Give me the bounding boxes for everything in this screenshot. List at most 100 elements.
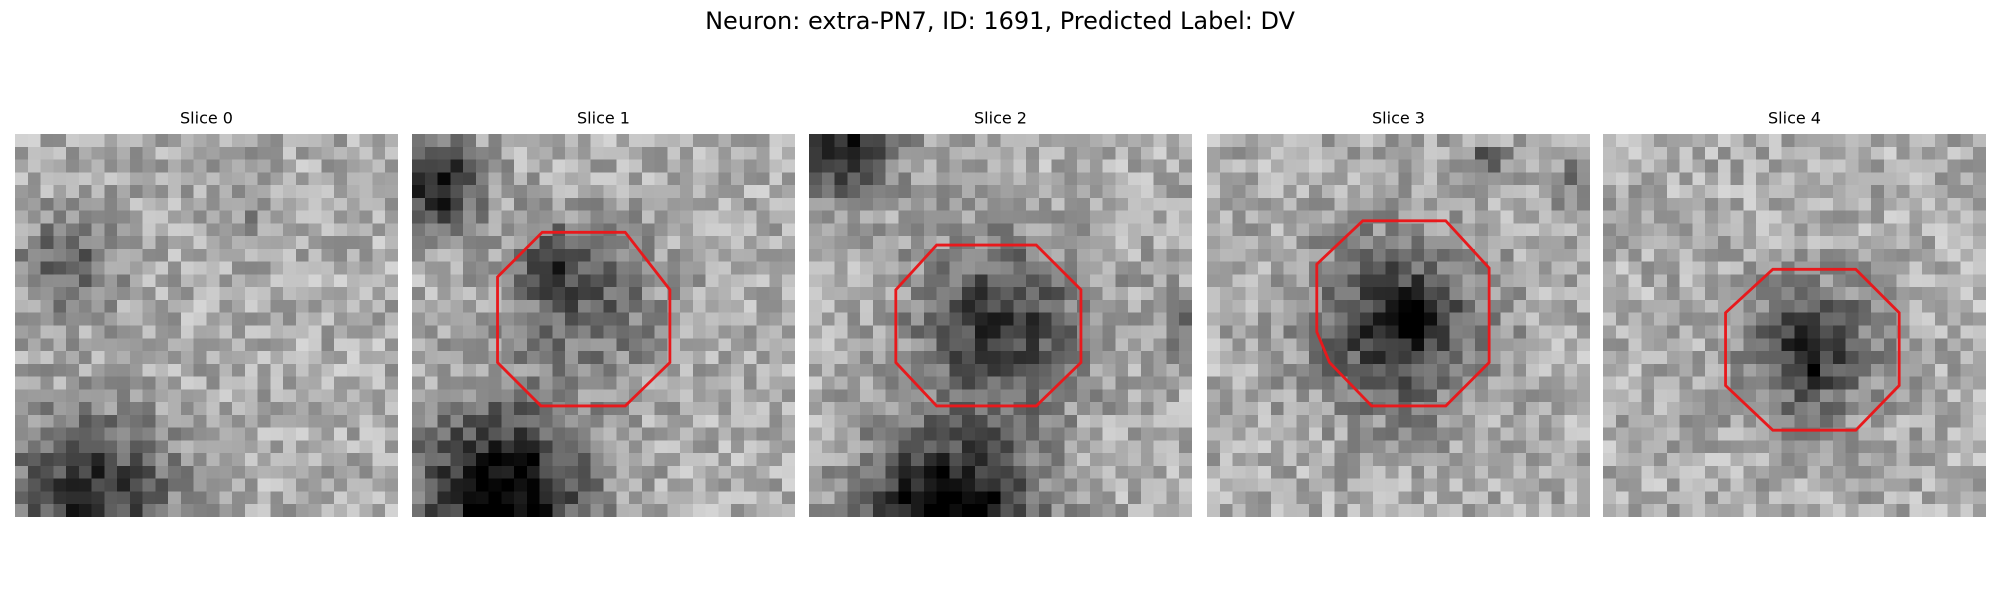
pixel — [1334, 274, 1348, 288]
pixel — [1270, 440, 1284, 454]
pixel — [987, 261, 1001, 275]
pixel — [1321, 274, 1336, 288]
pixel — [1500, 287, 1514, 301]
pixel — [654, 465, 668, 480]
pixel — [1615, 478, 1629, 492]
pixel — [463, 223, 477, 237]
pixel — [104, 134, 118, 148]
pixel — [692, 248, 707, 263]
pixel — [1283, 491, 1297, 505]
pixel — [1321, 363, 1336, 377]
pixel — [219, 325, 233, 339]
pixel — [1000, 210, 1014, 224]
pixel — [1717, 414, 1732, 429]
pixel — [1334, 453, 1348, 467]
pixel — [1768, 478, 1783, 492]
pixel — [1960, 210, 1974, 224]
pixel — [1615, 236, 1629, 250]
pixel — [1858, 338, 1872, 352]
pixel — [987, 351, 1001, 365]
pixel — [692, 453, 707, 467]
pixel — [501, 159, 515, 173]
pixel — [1436, 159, 1450, 173]
pixel — [295, 210, 310, 224]
pixel — [295, 172, 310, 186]
pixel — [501, 363, 515, 377]
pixel — [450, 402, 464, 416]
pixel — [1309, 427, 1323, 441]
pixel — [463, 351, 477, 365]
pixel — [1166, 389, 1180, 403]
pixel — [40, 402, 54, 416]
pixel — [1077, 478, 1091, 492]
pixel — [475, 261, 489, 275]
pixel — [1960, 236, 1974, 250]
pixel — [1960, 440, 1974, 454]
pixel — [1551, 274, 1565, 288]
pixel — [168, 146, 182, 160]
pixel — [283, 402, 297, 416]
pixel — [692, 185, 707, 199]
pixel — [1411, 197, 1425, 211]
pixel — [1232, 376, 1246, 390]
pixel — [1475, 325, 1489, 339]
pixel — [1166, 159, 1180, 173]
pixel — [1666, 210, 1680, 224]
pixel — [308, 402, 322, 416]
pixel — [1743, 197, 1757, 211]
pixel — [1385, 236, 1399, 250]
pixel — [1845, 402, 1859, 416]
pixel — [962, 172, 976, 186]
pixel — [756, 287, 770, 301]
pixel — [78, 146, 92, 160]
pixel — [450, 299, 464, 314]
pixel — [193, 248, 207, 263]
pixel — [1871, 210, 1885, 224]
pixel — [847, 236, 861, 250]
pixel — [1577, 363, 1590, 377]
pixel — [283, 440, 297, 454]
pixel — [552, 248, 566, 263]
pixel — [1666, 478, 1680, 492]
pixel — [385, 427, 398, 441]
pixel — [743, 146, 758, 160]
pixel — [1551, 159, 1565, 173]
pixel — [1500, 351, 1514, 365]
pixel — [1705, 159, 1719, 173]
pixel — [385, 491, 398, 505]
pixel — [244, 351, 258, 365]
pixel — [437, 465, 451, 480]
pixel — [321, 376, 335, 390]
pixel — [346, 134, 361, 148]
pixel — [257, 312, 271, 326]
pixel — [1411, 236, 1425, 250]
pixel — [501, 172, 515, 186]
pixel — [53, 248, 67, 263]
pixel — [526, 248, 541, 263]
pixel — [155, 363, 169, 377]
pixel — [475, 440, 489, 454]
pixel — [565, 287, 579, 301]
pixel — [91, 414, 105, 429]
pixel — [847, 478, 861, 492]
pixel — [743, 478, 758, 492]
pixel — [629, 146, 643, 160]
pixel — [526, 491, 541, 505]
pixel — [1475, 478, 1489, 492]
pixel — [629, 159, 643, 173]
pixel — [898, 325, 912, 339]
pixel — [1513, 504, 1527, 517]
pixel — [526, 261, 541, 275]
pixel — [1347, 134, 1361, 148]
pixel — [1089, 134, 1104, 148]
pixel — [1743, 491, 1757, 505]
pixel — [372, 363, 386, 377]
pixel — [962, 414, 976, 429]
pixel — [450, 478, 464, 492]
pixel — [1871, 363, 1885, 377]
pixel — [1871, 338, 1885, 352]
pixel — [974, 223, 989, 237]
pixel — [1538, 146, 1553, 160]
pixel — [1768, 414, 1783, 429]
pixel — [526, 465, 541, 480]
